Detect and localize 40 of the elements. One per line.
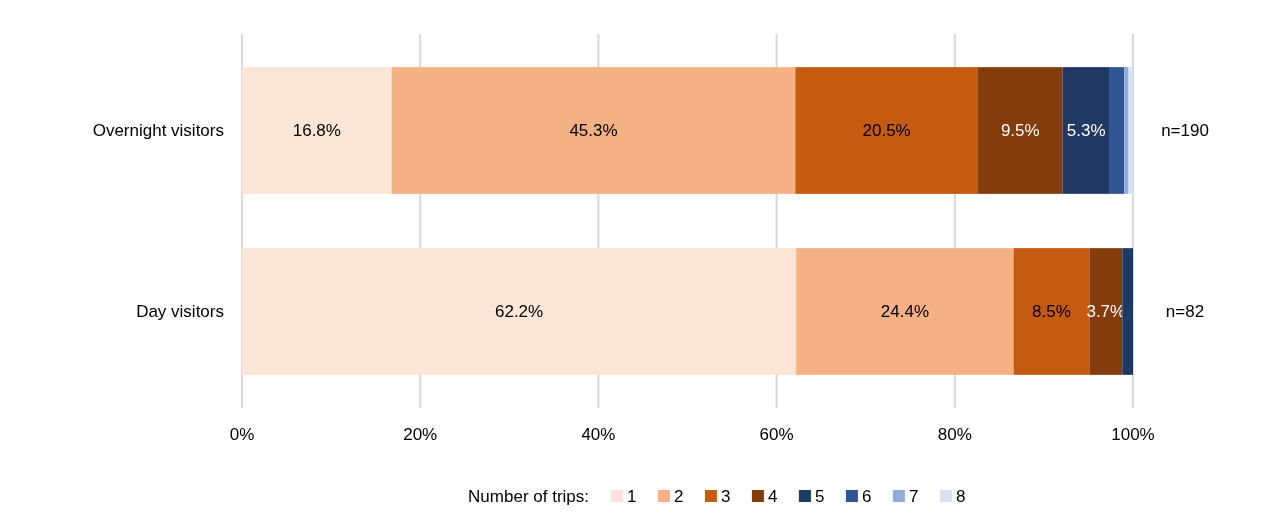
data-label: 16.8% xyxy=(292,121,341,141)
text: n=190 xyxy=(1161,121,1209,141)
legend-label: 4 xyxy=(767,486,778,506)
legend-label: 7 xyxy=(908,486,919,506)
bar xyxy=(391,67,796,194)
x-tick-label: 0% xyxy=(229,425,255,444)
data-label: 20.5% xyxy=(862,121,911,141)
bar xyxy=(242,67,392,194)
data-label: 9.5% xyxy=(1000,121,1040,141)
legend-label: 2 xyxy=(673,486,684,506)
legend-label: 8 xyxy=(955,486,966,506)
data-label: 62.2% xyxy=(495,302,544,322)
bar xyxy=(977,67,1063,194)
y-tick-label: Overnight visitors xyxy=(92,121,224,141)
x-tick-label: 80% xyxy=(937,425,972,444)
data-label: 24.4% xyxy=(880,302,930,322)
bar xyxy=(1128,67,1133,194)
legend-label: 3 xyxy=(720,486,731,506)
bar xyxy=(1122,248,1133,375)
x-tick-label: 100% xyxy=(1111,425,1155,444)
x-tick-label: 60% xyxy=(759,425,794,444)
bar xyxy=(1109,67,1125,194)
legend-label: 1 xyxy=(626,486,637,506)
y-tick-label: Day visitors xyxy=(136,302,224,322)
legend-label: 5 xyxy=(814,486,825,506)
data-label: 5.3% xyxy=(1066,121,1106,141)
bar xyxy=(1124,67,1129,194)
x-tick-label: 20% xyxy=(403,425,438,444)
bar xyxy=(1089,248,1123,375)
x-tick-label: 40% xyxy=(581,425,616,444)
data-label: 3.7% xyxy=(1086,302,1126,322)
data-label: 8.5% xyxy=(1032,302,1071,322)
bar xyxy=(1062,67,1110,194)
data-label: 45.3% xyxy=(569,121,618,141)
bar xyxy=(796,248,1014,375)
legend-title: Number of trips: xyxy=(468,486,590,506)
bar xyxy=(242,248,797,375)
legend-label: 6 xyxy=(861,486,872,506)
bar xyxy=(795,67,978,194)
text: n=82 xyxy=(1165,302,1205,322)
